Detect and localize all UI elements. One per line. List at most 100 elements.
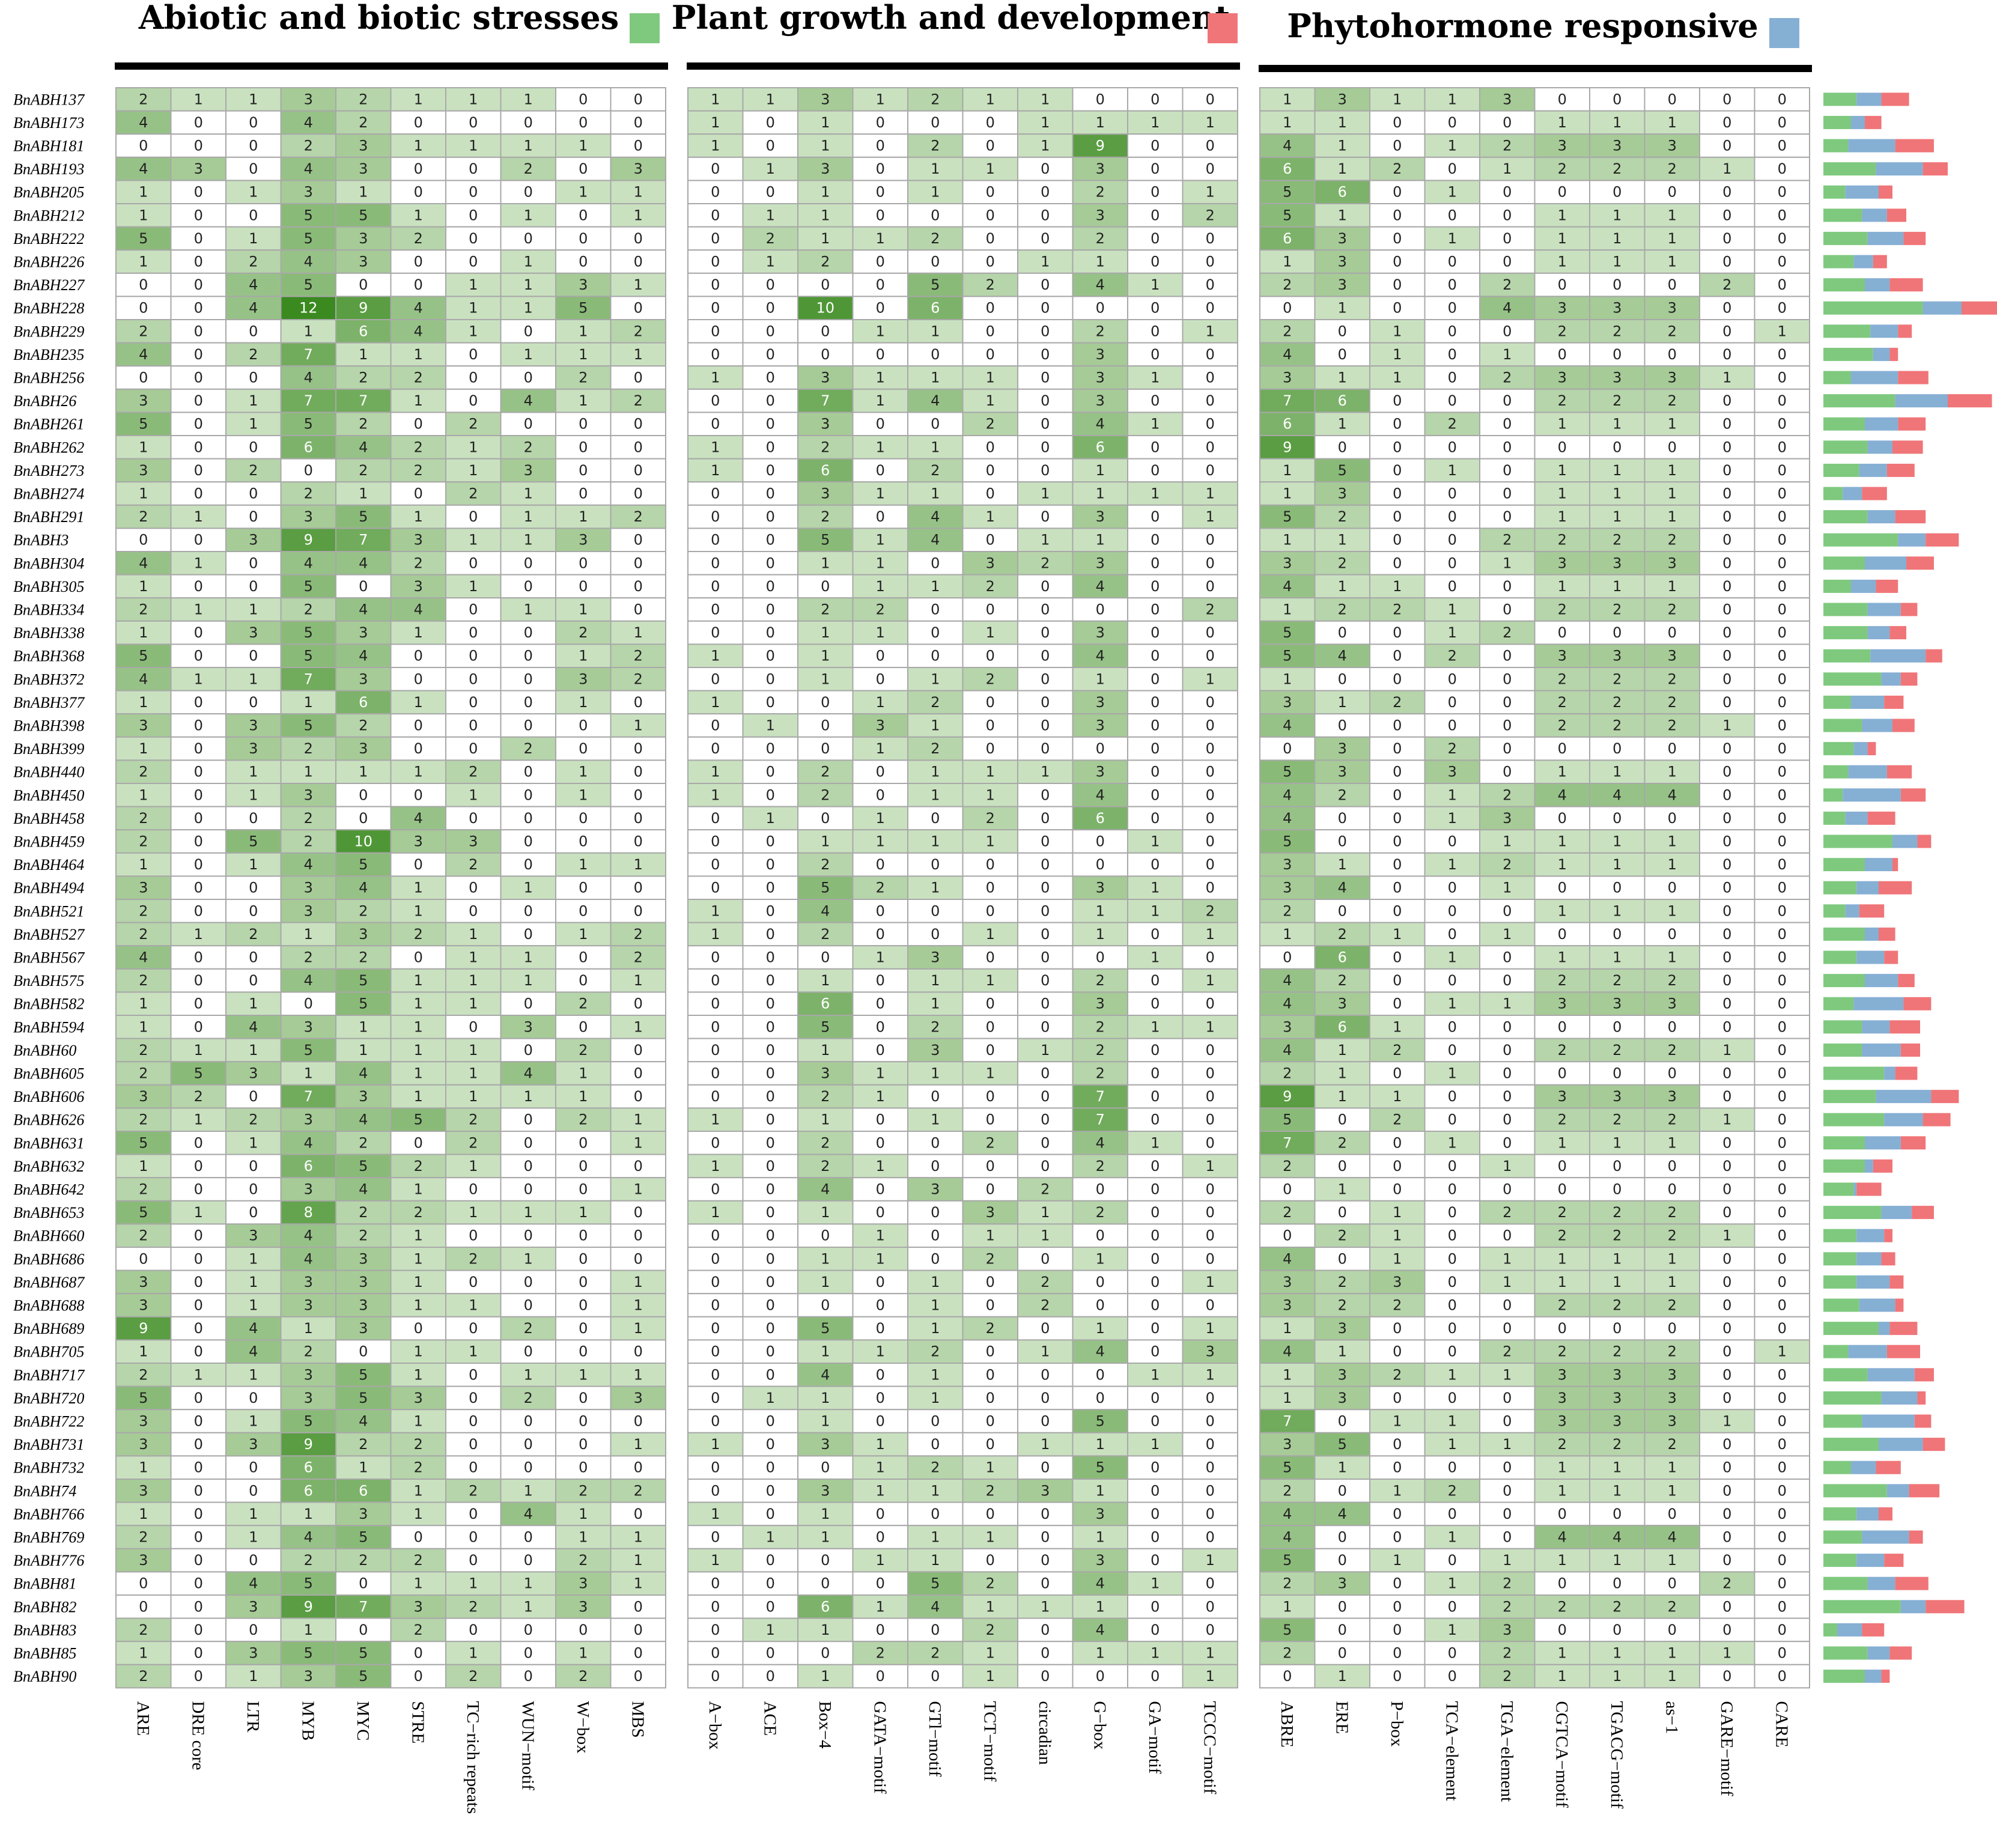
cell-value: 0 xyxy=(194,1668,203,1685)
cell-value: 0 xyxy=(986,902,995,919)
cell-value: 0 xyxy=(1778,346,1787,363)
cell-value: 1 xyxy=(876,624,885,641)
cell-value: 0 xyxy=(876,346,885,363)
heatmap-cell xyxy=(962,110,1018,135)
heatmap-cell xyxy=(1479,412,1536,437)
cell-value: 0 xyxy=(1150,207,1160,223)
cell-value: 0 xyxy=(634,601,643,618)
cell-value: 0 xyxy=(194,578,203,595)
cell-value: 0 xyxy=(1041,1390,1050,1406)
summary-bar-segment xyxy=(1823,324,1871,338)
cell-value: 2 xyxy=(931,138,940,154)
heatmap-cell xyxy=(390,458,446,483)
cell-value: 1 xyxy=(876,91,885,108)
heatmap-cell xyxy=(907,226,964,251)
heatmap-cell xyxy=(962,272,1018,297)
cell-value: 0 xyxy=(194,1250,203,1267)
cell-value: 0 xyxy=(1041,740,1050,757)
heatmap-cell xyxy=(1644,226,1700,251)
cell-value: 2 xyxy=(139,91,148,108)
cell-value: 2 xyxy=(1612,601,1622,618)
cell-value: 0 xyxy=(579,207,588,223)
cell-value: 0 xyxy=(986,462,995,479)
cell-value: 0 xyxy=(931,346,940,363)
heatmap-cell xyxy=(610,388,666,413)
cell-value: 2 xyxy=(414,1204,423,1221)
cell-value: 2 xyxy=(469,1482,478,1499)
cell-value: 0 xyxy=(1041,184,1050,201)
cell-value: 0 xyxy=(876,1111,885,1128)
cell-value: 1 xyxy=(986,764,995,780)
cell-value: 0 xyxy=(876,276,885,293)
cell-value: 1 xyxy=(1096,462,1105,479)
cell-value: 0 xyxy=(1448,369,1457,386)
heatmap-cell xyxy=(962,435,1018,460)
cell-value: 0 xyxy=(1778,670,1787,687)
cell-value: 0 xyxy=(1393,1181,1402,1198)
cell-value: 0 xyxy=(1096,856,1105,873)
cell-value: 0 xyxy=(876,184,885,201)
cell-value: 0 xyxy=(469,624,478,641)
cell-value: 1 xyxy=(711,439,720,455)
summary-bar-segment xyxy=(1881,1670,1890,1683)
gene-label: BnABH83 xyxy=(13,1622,76,1639)
cell-value: 10 xyxy=(354,833,372,850)
cell-value: 5 xyxy=(359,1158,368,1175)
cell-value: 5 xyxy=(1338,1436,1347,1453)
summary-bar-segment xyxy=(1845,811,1868,825)
cell-value: 3 xyxy=(1096,1506,1105,1522)
cell-value: 3 xyxy=(1283,555,1292,571)
summary-bar-segment xyxy=(1895,510,1926,524)
heatmap-cell xyxy=(1127,504,1184,529)
heatmap-cell xyxy=(610,87,666,112)
cell-value: 0 xyxy=(766,740,775,757)
gene-label: BnABH305 xyxy=(13,578,84,595)
cell-value: 0 xyxy=(1722,949,1731,966)
cell-value: 1 xyxy=(249,91,258,108)
cell-value: 1 xyxy=(1448,1622,1457,1638)
summary-bar-segment xyxy=(1862,1623,1885,1637)
cell-value: 0 xyxy=(1150,1552,1160,1569)
cell-value: 0 xyxy=(1096,1390,1105,1406)
cell-value: 2 xyxy=(1041,1274,1050,1290)
cell-value: 1 xyxy=(821,230,830,247)
heatmap-cell xyxy=(1754,412,1810,437)
cell-value: 0 xyxy=(194,1459,203,1476)
cell-value: 1 xyxy=(1096,1598,1105,1615)
summary-bar-segment xyxy=(1906,556,1934,570)
cell-value: 5 xyxy=(1283,833,1292,850)
heatmap-cell xyxy=(1754,551,1810,576)
heatmap-cell xyxy=(962,249,1018,274)
cell-value: 0 xyxy=(766,1436,775,1453)
cell-value: 0 xyxy=(1778,810,1787,827)
cell-value: 0 xyxy=(1206,856,1215,873)
cell-value: 0 xyxy=(876,1181,885,1198)
cell-value: 4 xyxy=(249,1018,258,1035)
cell-value: 3 xyxy=(1096,717,1105,734)
cell-value: 0 xyxy=(1778,1227,1787,1244)
cell-value: 2 xyxy=(1206,601,1215,618)
cell-value: 4 xyxy=(1612,786,1622,803)
cell-value: 3 xyxy=(1096,880,1105,896)
gene-label: BnABH450 xyxy=(13,786,84,804)
cell-value: 3 xyxy=(1283,694,1292,711)
cell-value: 0 xyxy=(1722,1088,1731,1105)
cell-value: 0 xyxy=(1393,972,1402,989)
cell-value: 1 xyxy=(1393,1250,1402,1267)
cell-value: 2 xyxy=(359,91,368,108)
cell-value: 0 xyxy=(1150,1250,1160,1267)
heatmap-cell xyxy=(907,527,964,553)
cell-value: 0 xyxy=(821,1459,830,1476)
cell-value: 1 xyxy=(1283,670,1292,687)
cell-value: 0 xyxy=(1722,1274,1731,1290)
heatmap-cell xyxy=(742,180,798,204)
cell-value: 0 xyxy=(1041,439,1050,455)
cell-value: 0 xyxy=(1778,1529,1787,1546)
heatmap-cell xyxy=(445,504,502,529)
cell-value: 0 xyxy=(634,995,643,1012)
heatmap-cell xyxy=(445,574,502,599)
cell-value: 0 xyxy=(1503,1390,1512,1406)
cell-value: 3 xyxy=(1558,995,1567,1012)
cell-value: 2 xyxy=(304,810,313,827)
cell-value: 2 xyxy=(1503,856,1512,873)
